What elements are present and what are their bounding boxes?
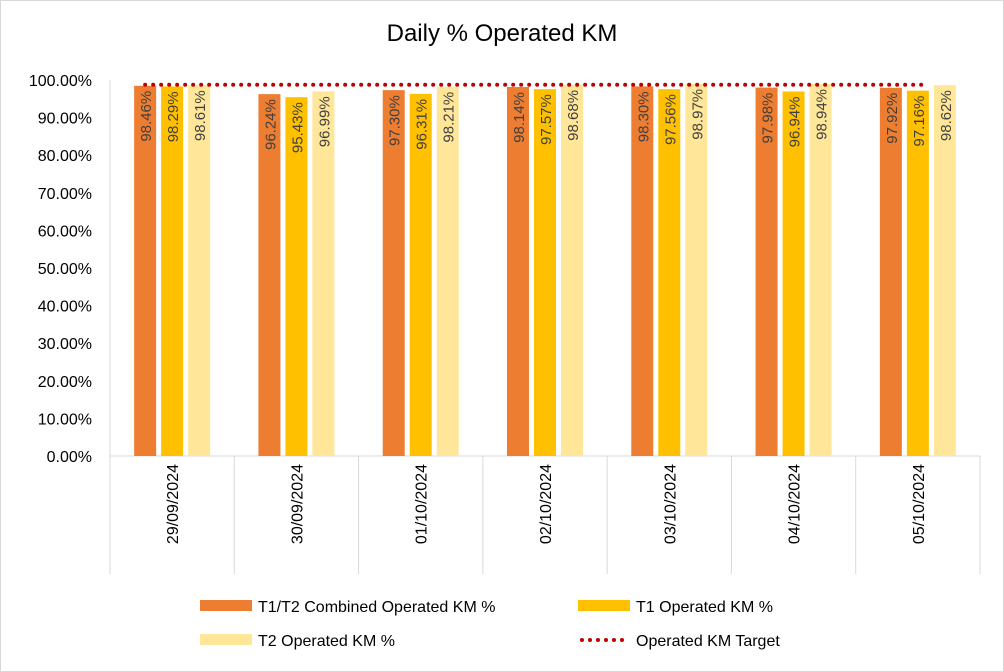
- bar: [534, 89, 556, 456]
- bar: [561, 84, 583, 457]
- legend-label: T2 Operated KM %: [258, 633, 395, 650]
- y-tick-label: 60.00%: [38, 223, 92, 240]
- legend-swatch: [578, 600, 630, 611]
- y-tick-label: 80.00%: [38, 148, 92, 165]
- data-label: 98.68%: [565, 90, 582, 141]
- bar: [134, 85, 157, 456]
- legend-swatch: [200, 634, 252, 645]
- data-label: 97.92%: [884, 93, 901, 144]
- bar: [188, 85, 211, 456]
- y-tick-label: 40.00%: [38, 299, 92, 316]
- chart-title: Daily % Operated KM: [386, 20, 618, 47]
- data-label: 98.30%: [635, 91, 652, 142]
- data-label: 95.43%: [289, 102, 306, 153]
- x-tick-label: 04/10/2024: [787, 464, 804, 544]
- x-tick-label: 03/10/2024: [662, 464, 679, 544]
- bar: [161, 86, 184, 457]
- data-label: 96.31%: [414, 99, 431, 150]
- y-tick-label: 100.00%: [29, 73, 92, 90]
- y-tick-label: 30.00%: [38, 336, 92, 353]
- bar: [631, 86, 654, 456]
- data-label: 98.14%: [511, 92, 528, 143]
- data-label: 96.99%: [316, 96, 333, 147]
- axes: 0.00% 10.00% 20.00% 30.00% 40.00% 50.00% 60.00…: [29, 73, 981, 574]
- bar: [507, 86, 529, 457]
- bar: [782, 91, 805, 456]
- data-label: 96.24%: [262, 99, 279, 150]
- y-tick-label: 20.00%: [38, 374, 92, 391]
- bar: [258, 94, 281, 456]
- data-label: 96.94%: [787, 97, 804, 148]
- y-tick-label: 0.00%: [47, 449, 92, 466]
- y-tick-label: 70.00%: [38, 186, 92, 203]
- data-label: 97.16%: [911, 96, 928, 147]
- bar: [658, 89, 681, 456]
- legend-label: T1 Operated KM %: [636, 599, 773, 616]
- bar: [809, 83, 832, 457]
- bar: [879, 87, 902, 456]
- bar: [312, 91, 335, 456]
- data-label: 97.98%: [760, 93, 777, 144]
- bar: [906, 90, 929, 456]
- data-label: 97.30%: [387, 95, 404, 146]
- bar: [755, 87, 778, 456]
- data-label: 97.57%: [538, 94, 555, 145]
- data-label: 98.21%: [441, 92, 458, 143]
- x-tick-label: 29/09/2024: [165, 464, 182, 544]
- x-tick-label: 30/09/2024: [289, 464, 306, 544]
- legend-swatch: [200, 600, 252, 611]
- y-tick-label: 90.00%: [38, 111, 92, 128]
- bar: [409, 93, 432, 457]
- data-label: 98.62%: [938, 90, 955, 141]
- x-tick-label: 02/10/2024: [538, 464, 555, 544]
- bars: 98.46% 98.29% 98.61% 96.24% 95.43% 96.99% 97.3…: [134, 83, 956, 457]
- data-label: 98.46%: [138, 91, 155, 142]
- x-tick-label: 01/10/2024: [414, 464, 431, 544]
- data-label: 97.56%: [662, 94, 679, 145]
- bar: [933, 85, 956, 457]
- bar: [685, 83, 708, 456]
- data-label: 98.29%: [165, 91, 182, 142]
- legend-label: T1/T2 Combined Operated KM %: [258, 599, 495, 616]
- y-tick-label: 50.00%: [38, 261, 92, 278]
- data-label: 98.61%: [192, 90, 209, 141]
- bar: [382, 90, 405, 456]
- x-tick-label: 05/10/2024: [911, 464, 928, 544]
- y-tick-label: 10.00%: [38, 411, 92, 428]
- legend-label: Operated KM Target: [636, 633, 780, 650]
- bar: [436, 86, 459, 456]
- bar: [285, 97, 308, 456]
- legend: T1/T2 Combined Operated KM % T1 Operated …: [200, 599, 780, 650]
- data-label: 98.97%: [689, 89, 706, 140]
- data-label: 98.94%: [814, 89, 831, 140]
